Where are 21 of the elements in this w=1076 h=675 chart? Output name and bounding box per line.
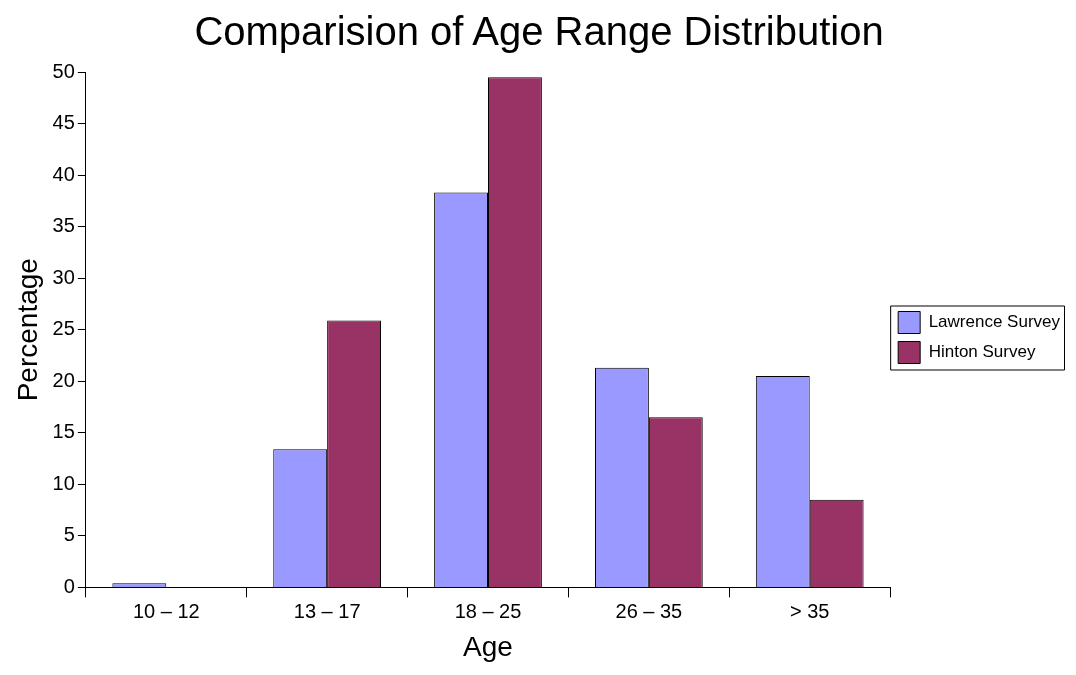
y-tick-label: 45 xyxy=(52,111,75,134)
y-tick-label: 5 xyxy=(63,523,75,546)
y-tick-label: 10 xyxy=(52,471,75,494)
y-axis-title: Percentage xyxy=(11,258,43,402)
y-tick-label: 25 xyxy=(52,317,75,340)
x-tick-label: 18 – 25 xyxy=(454,599,522,622)
legend-label: Lawrence Survey xyxy=(928,312,1061,332)
y-tick-label: 50 xyxy=(52,59,75,82)
y-tick-label: 20 xyxy=(52,368,75,391)
chart-title: Comparision of Age Range Distribution xyxy=(194,9,884,54)
x-tick-label: 13 – 17 xyxy=(293,599,361,622)
y-tick-label: 40 xyxy=(52,162,75,185)
x-tick-label: 26 – 35 xyxy=(615,599,683,622)
legend-label: Hinton Survey xyxy=(928,342,1036,362)
y-tick-label: 15 xyxy=(52,420,75,443)
y-tick-label: 35 xyxy=(52,214,75,237)
y-tick-label: 30 xyxy=(52,265,75,288)
x-tick-label: > 35 xyxy=(789,599,830,622)
y-tick-label: 0 xyxy=(63,574,75,597)
x-axis-title: Age xyxy=(463,630,513,662)
x-tick-label: 10 – 12 xyxy=(132,599,200,622)
